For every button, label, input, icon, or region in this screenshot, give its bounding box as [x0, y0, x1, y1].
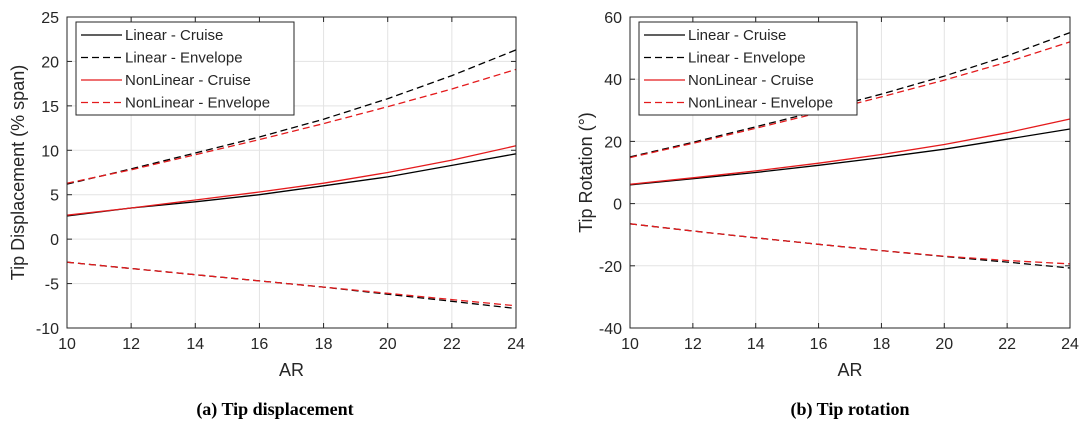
legend-label: Linear - Envelope: [688, 50, 806, 67]
legend-label: Linear - Cruise: [125, 27, 223, 44]
x-axis-label: AR: [279, 360, 304, 380]
series-line-5: [629, 223, 1071, 269]
x-tick-label: 12: [684, 336, 702, 353]
y-tick-label: 20: [604, 134, 622, 151]
legend-box: [75, 21, 295, 116]
plot-area-frame: [629, 16, 1071, 329]
y-tick-label: -5: [45, 277, 59, 294]
series-line-1: [629, 128, 1071, 186]
y-tick-label: -20: [599, 259, 622, 276]
x-tick-label: 10: [58, 336, 76, 353]
x-tick-label: 18: [315, 336, 333, 353]
x-tick-label: 10: [621, 336, 639, 353]
x-tick-label: 16: [810, 336, 828, 353]
x-tick-label: 22: [998, 336, 1016, 353]
series-line-3: [629, 118, 1071, 185]
y-tick-label: 20: [41, 54, 59, 71]
legend-label: Linear - Cruise: [688, 27, 786, 44]
y-tick-label: 0: [50, 232, 59, 249]
y-tick-label: 40: [604, 72, 622, 89]
legend-label: NonLinear - Envelope: [688, 95, 833, 112]
x-tick-label: 12: [122, 336, 140, 353]
legend-label: Linear - Envelope: [125, 50, 243, 67]
x-tick-label: 20: [935, 336, 953, 353]
y-tick-label: 10: [41, 143, 59, 160]
x-axis-label: AR: [837, 360, 862, 380]
y-axis-label: Tip Rotation (°): [576, 112, 596, 233]
plot-area-frame: [66, 16, 517, 329]
x-tick-label: 22: [443, 336, 461, 353]
series-line-2: [66, 49, 517, 185]
legend-label: NonLinear - Cruise: [688, 72, 814, 89]
x-tick-label: 16: [251, 336, 269, 353]
series-line-1: [66, 153, 517, 217]
series-line-6: [629, 223, 1071, 265]
y-tick-label: 15: [41, 99, 59, 116]
legend: Linear - Cruise Linear - Envelope NonLinea…: [638, 21, 858, 116]
series-line-6: [66, 261, 517, 307]
legend-label: NonLinear - Cruise: [125, 72, 251, 89]
x-tick-label: 14: [747, 336, 765, 353]
figure-caption: (b) Tip rotation: [790, 399, 909, 420]
legend-label: NonLinear - Envelope: [125, 95, 270, 112]
x-tick-label: 18: [873, 336, 891, 353]
y-tick-label: -10: [36, 321, 59, 338]
y-axis-label: Tip Displacement (% span): [8, 65, 28, 280]
legend: Linear - Cruise Linear - Envelope NonLinea…: [75, 21, 295, 116]
y-tick-label: 60: [604, 10, 622, 27]
y-tick-label: -40: [599, 321, 622, 338]
y-tick-label: 25: [41, 10, 59, 27]
figure-caption: (a) Tip displacement: [196, 399, 353, 420]
chart-panel-tip-displacement: 10 12 14 16 18 20 22 24 -10 -5 0 5 10 15 20 25 AR Tip Dis…: [8, 10, 525, 420]
x-tick-label: 20: [379, 336, 397, 353]
x-tick-label: 14: [186, 336, 204, 353]
y-tick-label: 5: [50, 188, 59, 205]
legend-box: [638, 21, 858, 116]
y-tick-label: 0: [613, 197, 622, 214]
chart-panel-tip-rotation: 10 12 14 16 18 20 22 24 -40 -20 0 20 40 60 AR Tip Rotat…: [576, 10, 1079, 420]
x-tick-label: 24: [1061, 336, 1079, 353]
x-tick-label: 24: [507, 336, 525, 353]
series-line-4: [66, 68, 517, 184]
series-line-3: [66, 145, 517, 216]
